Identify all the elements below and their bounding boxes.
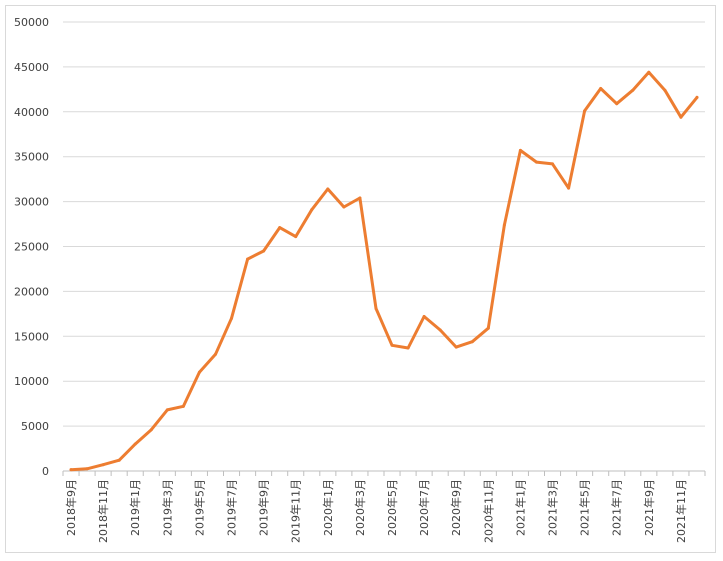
y-tick-label: 30000 [14,196,49,209]
data-point [230,316,234,320]
y-tick-label: 20000 [14,285,49,298]
data-point [486,326,490,330]
y-tick-label: 35000 [14,151,49,164]
data-point [454,345,458,349]
data-point [551,162,555,166]
data-point [663,88,667,92]
data-point [695,95,699,99]
data-point [294,235,298,239]
data-point [246,257,250,261]
gridlines [63,21,705,427]
data-point [342,205,346,209]
data-point [599,86,603,90]
data-point [502,223,506,227]
data-point [631,88,635,92]
data-point [647,70,651,74]
data-point [470,340,474,344]
x-tick-label: 2019年1月 [128,479,142,536]
x-tick-label: 2021年11月 [674,479,688,543]
x-tick-label: 2020年3月 [353,479,367,536]
data-point [583,109,587,113]
data-point [326,187,330,191]
y-tick-label: 50000 [14,16,49,29]
series-layer [69,70,699,472]
data-point [518,148,522,152]
data-point [181,404,185,408]
x-tick-label: 2019年11月 [289,479,303,543]
data-point [165,408,169,412]
data-point [117,458,121,462]
data-point [278,226,282,230]
data-point [262,249,266,253]
data-point [101,463,105,467]
data-point [534,160,538,164]
y-tick-label: 0 [42,465,49,478]
series-line-0 [69,70,699,472]
data-point [406,346,410,350]
data-point [310,208,314,212]
x-tick-label: 2021年5月 [578,479,592,536]
y-axis: 0 5000 10000 15000 20000 25000 30000 35000 40000… [14,16,49,478]
x-tick-label: 2021年3月 [546,479,560,536]
data-point [197,370,201,374]
x-tick-label: 2020年1月 [321,479,335,536]
x-tick-label: 2021年1月 [513,479,527,536]
x-tick-label: 2021年7月 [610,479,624,536]
y-tick-label: 25000 [14,241,49,254]
x-axis: 2018年9月 2018年11月 2019年1月 2019年3月 2019年5月 2019… [62,470,706,543]
y-tick-label: 40000 [14,106,49,119]
data-point [679,115,683,119]
x-tick-label: 2018年11月 [96,479,110,543]
y-tick-label: 5000 [21,420,49,433]
x-tick-label: 2020年5月 [385,479,399,536]
data-point [69,468,73,472]
x-tick-label: 2021年9月 [642,479,656,536]
data-point [133,442,137,446]
y-tick-label: 15000 [14,330,49,343]
x-tick-label: 2019年3月 [160,479,174,536]
data-point [85,467,89,471]
x-tick-label: 2020年11月 [481,479,495,543]
data-point [390,343,394,347]
data-point [438,328,442,332]
y-tick-label: 10000 [14,375,49,388]
data-point [374,306,378,310]
data-point [213,352,217,356]
x-tick-label: 2019年9月 [257,479,271,536]
chart-frame [5,5,716,553]
data-point [149,428,153,432]
data-point [358,196,362,200]
x-tick-label: 2020年7月 [417,479,431,536]
data-point [615,102,619,106]
x-tick-label: 2018年9月 [64,479,78,536]
x-tick-label: 2019年7月 [225,479,239,536]
x-tick-label: 2019年5月 [192,479,206,536]
data-point [567,186,571,190]
x-tick-label: 2020年9月 [449,479,463,536]
data-point [422,315,426,319]
y-tick-label: 45000 [14,61,49,74]
